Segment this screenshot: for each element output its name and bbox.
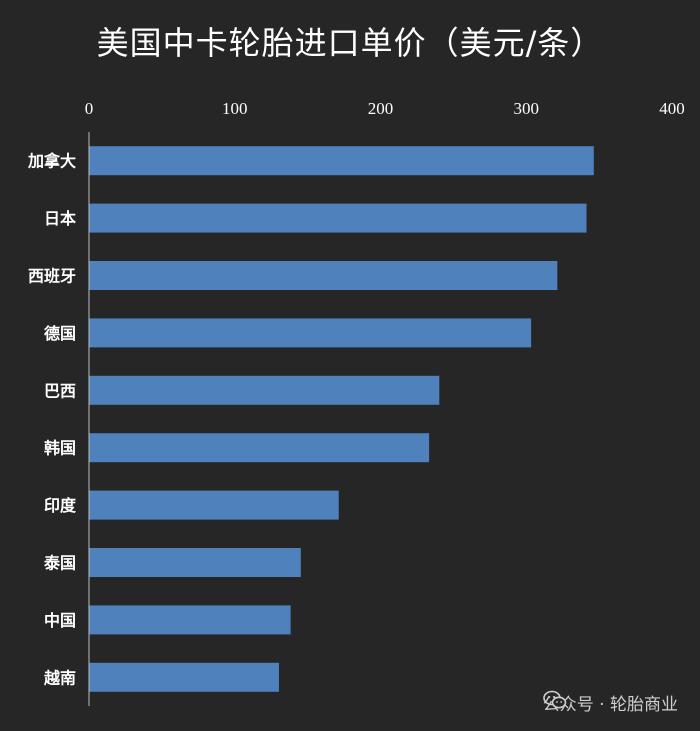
bar	[89, 375, 440, 405]
bar	[89, 203, 587, 233]
watermark-text: 公众号 · 轮胎商业	[542, 695, 678, 715]
bar	[89, 662, 279, 692]
bar	[89, 261, 558, 290]
chart-title: 美国中卡轮胎进口单价（美元/条）	[96, 24, 604, 62]
x-tick-label: 0	[85, 99, 94, 118]
watermark: 公众号 · 轮胎商业	[543, 690, 678, 715]
bars-group	[89, 146, 594, 692]
wechat-icon	[542, 690, 567, 709]
category-label: 加拿大	[27, 152, 76, 171]
x-tick-label: 200	[368, 99, 394, 118]
category-label: 西班牙	[28, 267, 76, 286]
x-tick-label: 400	[659, 99, 685, 118]
category-label: 越南	[43, 668, 76, 687]
bar	[89, 548, 301, 577]
bar	[89, 318, 532, 348]
x-tick-label: 300	[514, 99, 540, 118]
bar	[89, 433, 430, 463]
bar	[89, 146, 594, 176]
x-axis-ticks: 0 100 200 300 400	[85, 99, 685, 118]
bar	[89, 605, 291, 635]
category-label: 德国	[44, 324, 76, 343]
category-label: 印度	[44, 496, 77, 515]
category-label: 日本	[44, 209, 76, 228]
category-label: 泰国	[43, 554, 76, 573]
bar	[89, 490, 339, 520]
category-label: 巴西	[44, 381, 76, 400]
category-label: 韩国	[44, 439, 76, 458]
category-label: 中国	[44, 611, 76, 630]
x-tick-label: 100	[222, 99, 248, 118]
